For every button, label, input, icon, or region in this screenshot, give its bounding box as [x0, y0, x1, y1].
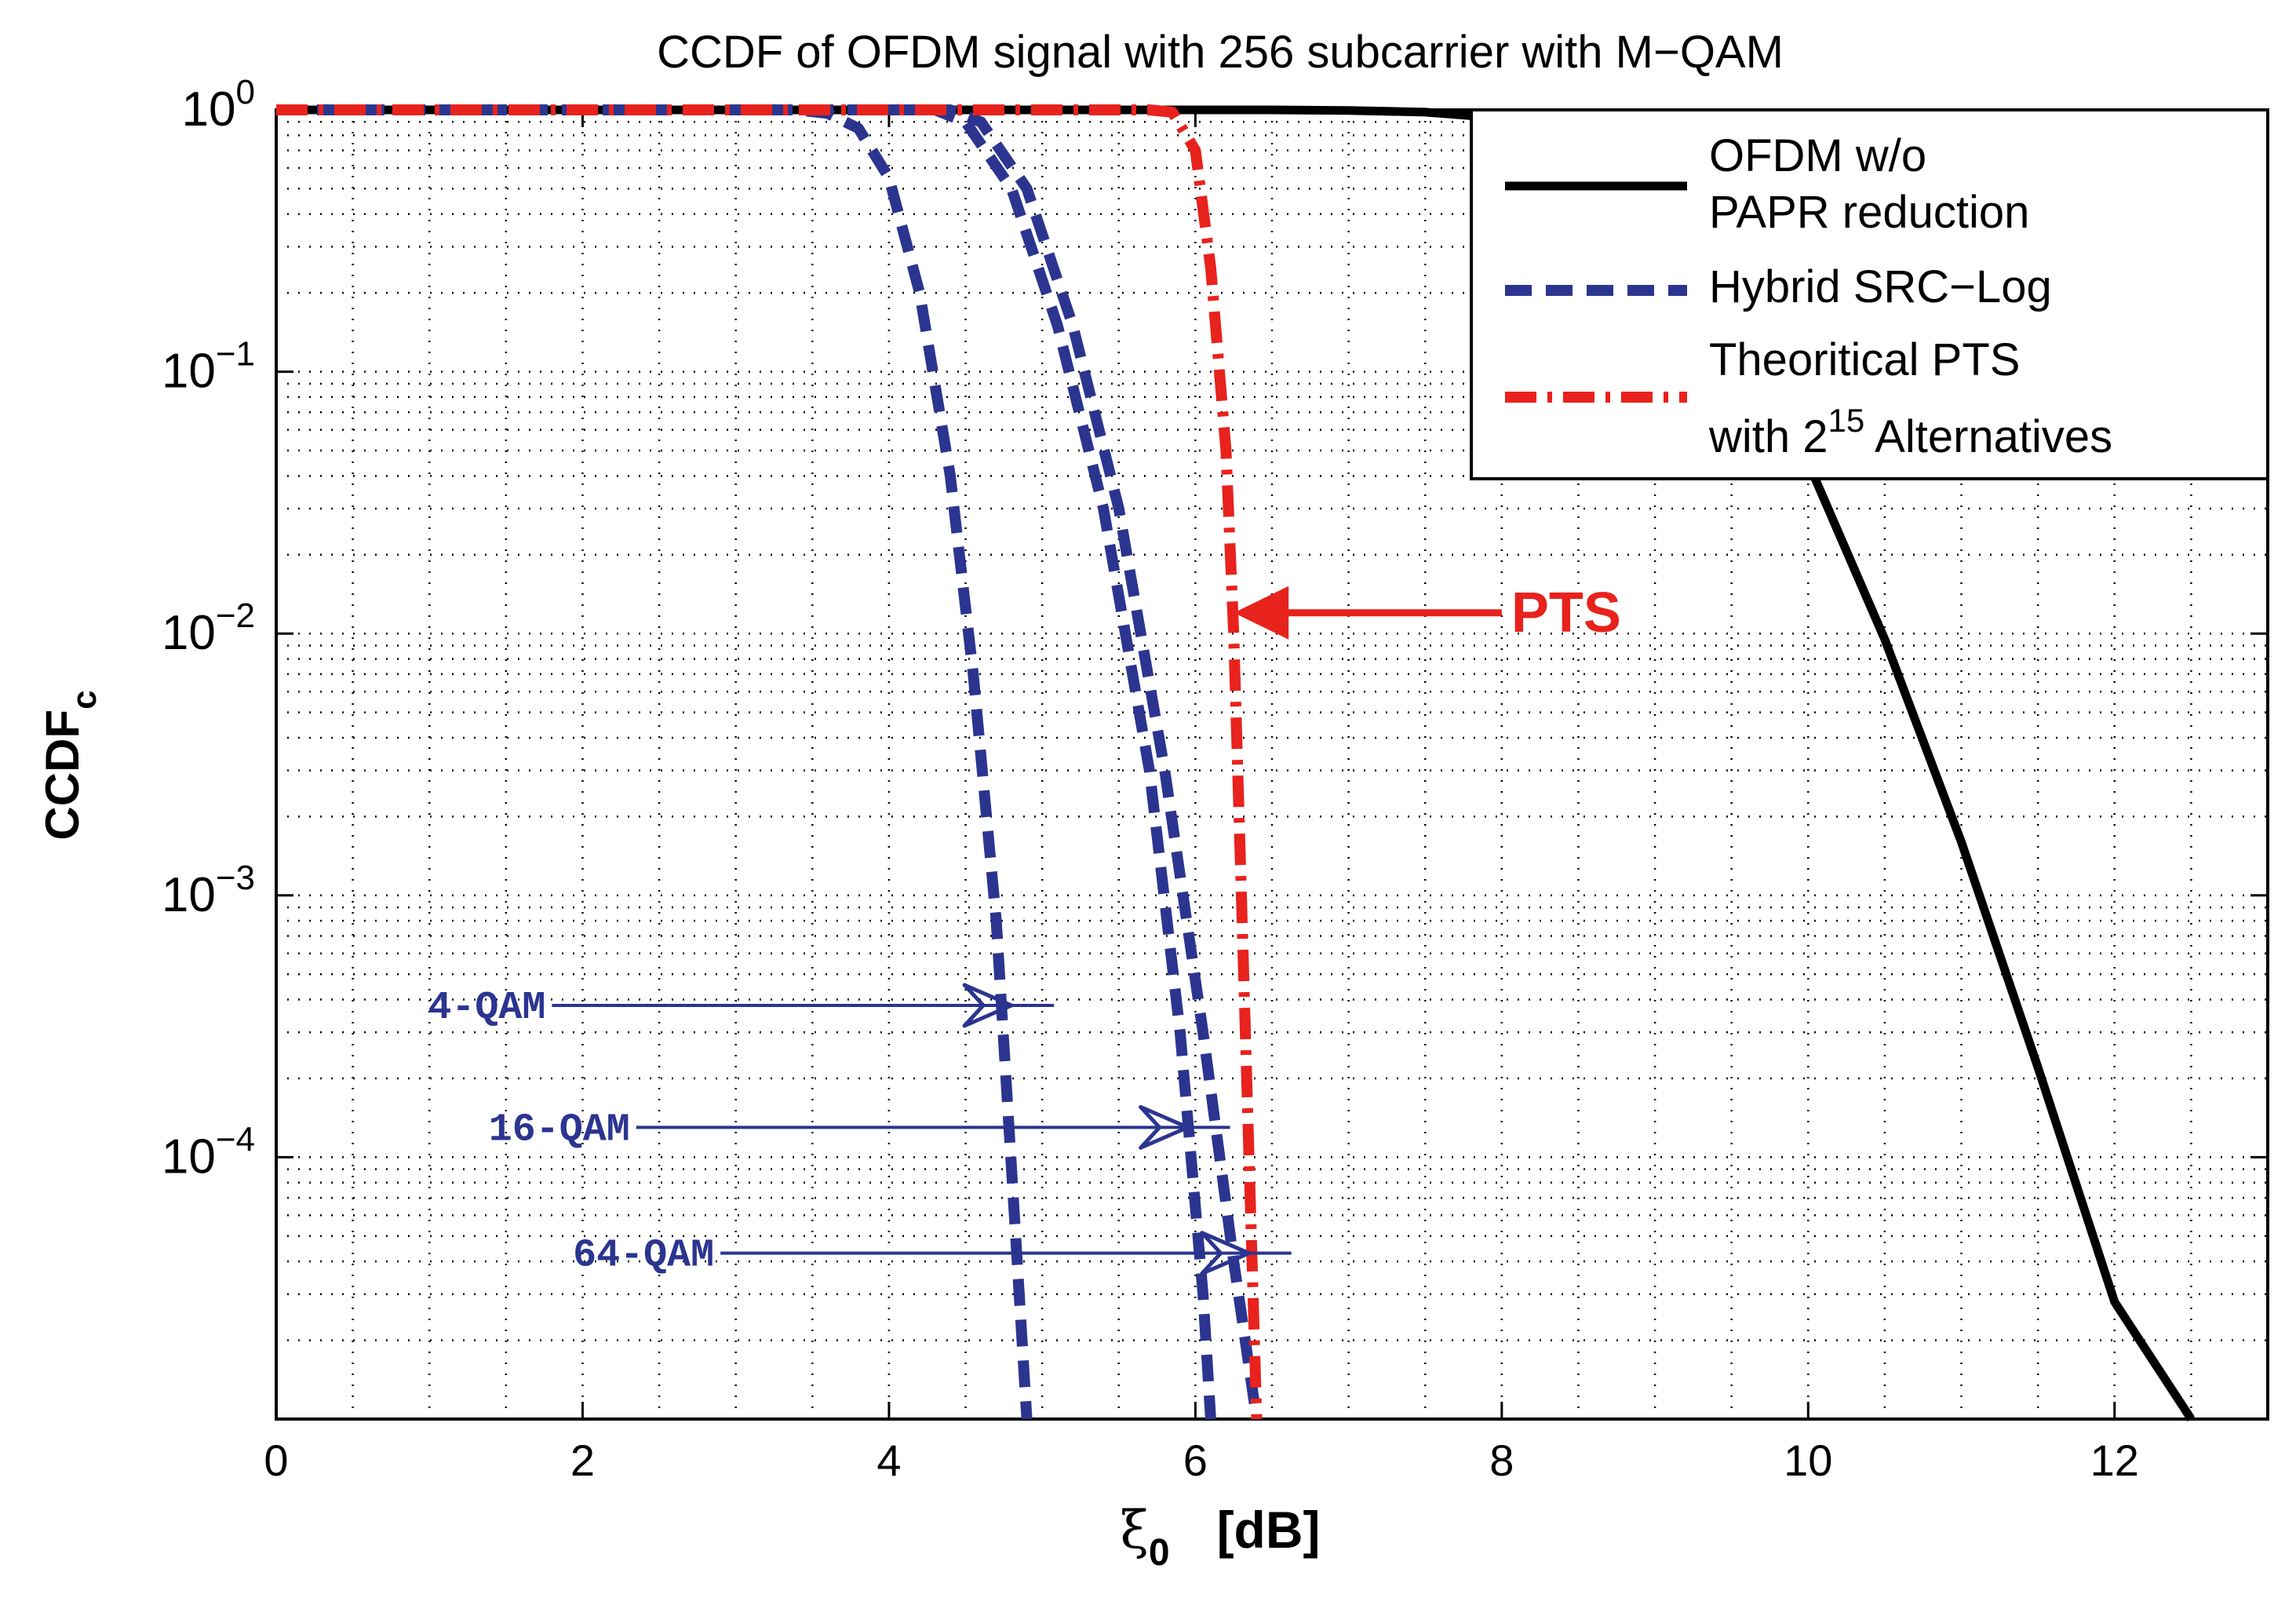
legend-label-part: Alternatives — [1864, 411, 2112, 462]
y-tick-base: 10 — [162, 868, 216, 922]
x-tick-label: 2 — [570, 1436, 595, 1485]
x-tick-label: 12 — [2090, 1436, 2139, 1485]
y-tick-label: 10−3 — [162, 859, 255, 922]
legend-label: Theoritical PTS — [1709, 334, 2020, 385]
y-tick-label: 10−4 — [162, 1120, 255, 1184]
legend-label: with 215 Alternatives — [1708, 402, 2112, 462]
legend: OFDM w/o PAPR reduction Hybrid SRC−Log Theo… — [1470, 108, 2269, 480]
y-axis-subscript: c — [65, 690, 104, 709]
annotation-arrow-head — [962, 983, 1014, 1028]
annotation-arrow-head — [1200, 1231, 1252, 1276]
legend-label-part: with 2 — [1708, 411, 1828, 462]
y-tick-base: 10 — [182, 82, 236, 137]
x-tick-label: 4 — [876, 1436, 901, 1485]
x-axis-symbol: ξ — [1121, 1500, 1149, 1560]
y-tick-label: 100 — [182, 73, 255, 137]
y-tick-exponent: 0 — [236, 73, 255, 111]
y-axis-main: CCDF — [36, 710, 89, 841]
y-axis-label: CCDFc — [36, 690, 104, 840]
annotation-label: 16-QAM — [489, 1107, 630, 1152]
x-tick-label: 8 — [1489, 1436, 1514, 1485]
annotation-arrow-head — [1139, 1104, 1190, 1150]
annotation-label: 4-QAM — [428, 986, 545, 1031]
y-tick-base: 10 — [162, 1129, 216, 1184]
y-tick-label: 10−1 — [162, 335, 255, 399]
annotation-arrow-head — [1234, 586, 1289, 640]
y-tick-exponent: −2 — [216, 597, 255, 635]
x-axis-subscript: 0 — [1149, 1532, 1170, 1574]
series-line — [276, 104, 1263, 1421]
y-tick-base: 10 — [162, 606, 216, 660]
y-tick-exponent: −1 — [216, 335, 255, 374]
x-axis-unit: [dB] — [1217, 1501, 1321, 1559]
series-line — [276, 104, 1033, 1420]
annotations-group: PTS 4-QAM 16-QAM 64-QAM — [428, 582, 1620, 1279]
series-line — [276, 104, 1216, 1420]
annotation-label: 64-QAM — [573, 1234, 714, 1279]
series-line — [276, 104, 1263, 1420]
legend-label: OFDM w/o — [1709, 130, 1926, 181]
x-tick-label: 0 — [264, 1436, 288, 1485]
legend-label: Hybrid SRC−Log — [1709, 261, 2052, 312]
legend-label-superscript: 15 — [1828, 402, 1865, 439]
y-tick-exponent: −4 — [216, 1120, 255, 1158]
x-tick-label: 6 — [1183, 1436, 1208, 1485]
x-tick-label: 10 — [1784, 1436, 1832, 1485]
legend-label: PAPR reduction — [1709, 187, 2029, 238]
y-tick-exponent: −3 — [216, 859, 255, 897]
annotation-label: PTS — [1511, 582, 1621, 644]
y-tick-base: 10 — [162, 345, 216, 399]
chart-title: CCDF of OFDM signal with 256 subcarrier … — [657, 27, 1784, 78]
x-axis-label: ξ0 [dB] — [1121, 1500, 1321, 1574]
y-tick-label: 10−2 — [162, 597, 255, 660]
